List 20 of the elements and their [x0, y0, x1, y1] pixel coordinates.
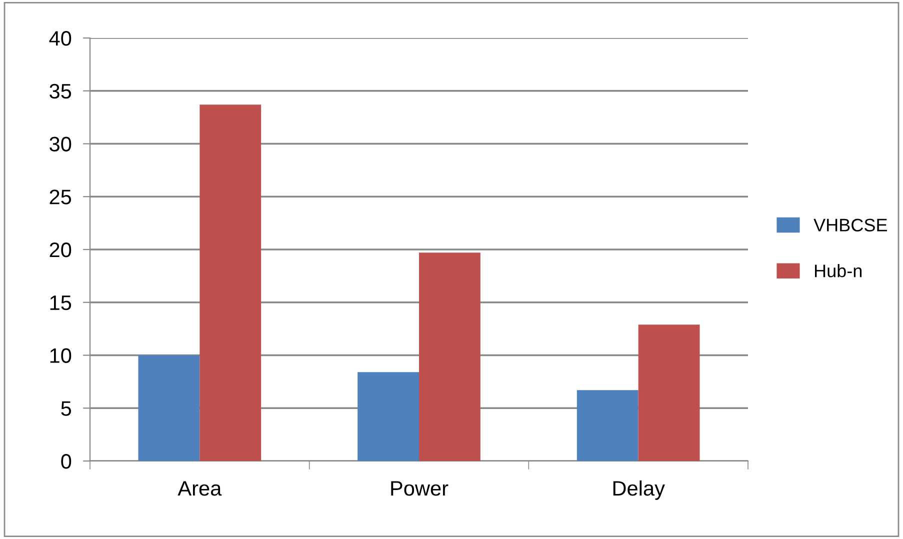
y-tick-label: 20	[50, 242, 72, 258]
y-tick-label: 15	[50, 296, 72, 310]
legend-label: VHBCSE	[814, 218, 887, 232]
x-tick-label: Power	[391, 481, 448, 496]
bar	[138, 355, 200, 461]
bar	[576, 390, 638, 461]
y-tick-label: 0	[61, 454, 72, 469]
bar	[638, 324, 700, 461]
bar	[419, 252, 480, 461]
y-tick-label: 40	[49, 31, 72, 46]
y-tick-label: 30	[50, 136, 72, 152]
bar	[200, 104, 262, 461]
x-tick-label: Area	[178, 481, 222, 496]
x-tick-label: Delay	[613, 480, 665, 500]
y-tick-label: 10	[50, 348, 72, 364]
y-tick-label: 25	[50, 190, 72, 204]
legend-label: Hub-n	[815, 264, 862, 278]
y-tick-label: 5	[61, 401, 72, 416]
bar	[358, 372, 419, 461]
y-tick-label: 35	[50, 84, 72, 99]
